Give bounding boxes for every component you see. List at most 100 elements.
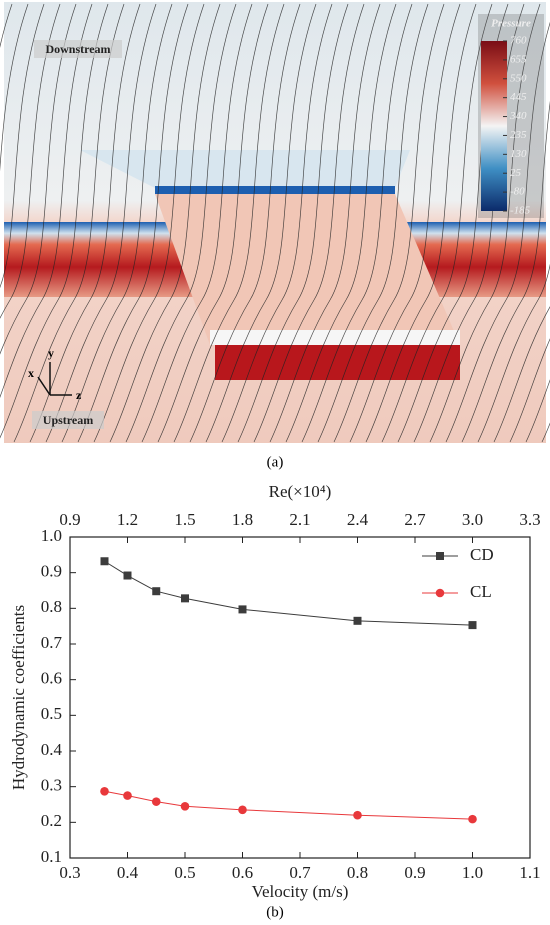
marker	[100, 787, 109, 796]
block-edge	[155, 186, 395, 194]
x-tick-label: 1.1	[519, 863, 540, 882]
colorbar-tick-label: 340	[509, 110, 527, 122]
streamline	[365, 3, 477, 443]
y-tick-label: 0.2	[41, 811, 62, 830]
streamlines	[0, 3, 550, 443]
chart: 0.3 0.4 0.5 0.6 0.7 0.8 0.9 1.0 1.10.9 1.2 1.5 1.8 2…	[9, 482, 541, 921]
colorbar-tick-label: 655	[510, 53, 527, 65]
axis-label: x	[28, 366, 34, 380]
colorbar-tick-label: 25	[510, 167, 522, 179]
block-lip	[210, 330, 460, 345]
streamline	[173, 3, 285, 443]
streamline	[301, 3, 413, 443]
streamline	[333, 3, 445, 443]
streamline	[205, 3, 317, 443]
streamline	[445, 21, 550, 443]
streamline	[157, 3, 269, 443]
streamline	[317, 3, 429, 443]
streamline	[269, 3, 381, 443]
colorbar-tick-label: 550	[510, 72, 527, 84]
x-tick-label: 0.4	[117, 863, 139, 882]
colorbar-title: Pressure	[491, 18, 531, 30]
x2-tick-label: 1.8	[232, 510, 253, 529]
y-tick-label: 0.6	[41, 669, 62, 688]
x2-tick-label: 0.9	[59, 510, 80, 529]
y-tick-label: 0.8	[41, 597, 62, 616]
marker	[152, 587, 161, 596]
streamline	[237, 3, 349, 443]
streamline	[0, 3, 45, 288]
cfd-image: Downstream Upstream y z x Pressure 760 65…	[0, 2, 550, 443]
marker	[353, 616, 362, 625]
colorbar-ticks: 760 655 550 445 340 235 130 25 -80 -185	[503, 35, 531, 217]
caption: (b)	[266, 904, 284, 920]
streamline	[525, 379, 550, 443]
streamline	[461, 100, 550, 443]
upstream-label: Upstream	[43, 413, 93, 427]
x2-tick-label: 2.7	[404, 510, 426, 529]
y-tick-label: 0.1	[41, 847, 62, 866]
y-tick-label: 0.4	[41, 740, 63, 759]
colorbar-tick-label: 760	[510, 35, 527, 47]
marker	[435, 588, 445, 598]
colorbar-tick-label: -80	[510, 186, 525, 198]
x2-tick-label: 3.3	[519, 510, 540, 529]
y-tick-label: 1.0	[41, 526, 62, 545]
streamline	[13, 3, 125, 443]
label-box	[34, 40, 122, 58]
x2-axis-label: Re(×10⁴)	[269, 482, 332, 501]
axis-label: y	[48, 346, 54, 360]
series-line	[104, 790, 473, 820]
streamline	[93, 3, 205, 443]
streamline	[0, 3, 93, 399]
x-tick-label: 1.0	[462, 863, 483, 882]
x-tick-label: 0.9	[404, 863, 425, 882]
colorbar-tick-label: 445	[510, 91, 527, 103]
colorbar-tick-label: -185	[510, 205, 531, 217]
colorbar-tick-label: 130	[510, 148, 527, 160]
block-top	[80, 150, 410, 188]
y-tick-label: 0.7	[41, 633, 63, 652]
x-tick-label: 0.3	[59, 863, 80, 882]
streamline	[0, 3, 77, 355]
streamline	[285, 3, 397, 443]
colorbar-tick-label: 235	[510, 129, 527, 141]
x-tick-label: 0.8	[347, 863, 368, 882]
y-axis-label: Hydrodynamic coefficients	[9, 605, 28, 790]
legend-label: CL	[470, 582, 492, 601]
marker	[151, 797, 161, 806]
block-front	[215, 345, 460, 380]
axis-triad	[37, 362, 72, 396]
axis-label: z	[76, 388, 82, 402]
streamline	[221, 3, 333, 443]
colorbar	[481, 41, 507, 211]
marker	[353, 810, 362, 820]
streamline	[125, 3, 237, 443]
streamline	[141, 3, 253, 443]
x-tick-label: 0.5	[174, 863, 195, 882]
streamline	[61, 3, 173, 443]
streamline	[189, 3, 301, 443]
streamline	[0, 3, 61, 319]
marker	[468, 621, 477, 630]
streamline	[429, 3, 541, 443]
streamline	[509, 338, 550, 443]
marker	[123, 791, 132, 800]
streamline	[253, 3, 365, 443]
block-face	[155, 194, 460, 345]
streamline	[493, 306, 550, 443]
y-tick-label: 0.5	[41, 704, 62, 723]
marker	[100, 557, 109, 566]
legend-label: CD	[470, 545, 494, 564]
streamline	[381, 3, 493, 443]
x2-tick-label: 1.5	[174, 510, 195, 529]
marker	[238, 605, 247, 614]
streamline	[477, 263, 550, 443]
streamline	[349, 3, 461, 443]
x2-tick-label: 2.4	[347, 510, 369, 529]
streamline	[45, 3, 157, 443]
x2-tick-label: 2.1	[289, 510, 310, 529]
x-tick-label: 0.7	[289, 863, 311, 882]
y-tick-label: 0.9	[41, 562, 62, 581]
